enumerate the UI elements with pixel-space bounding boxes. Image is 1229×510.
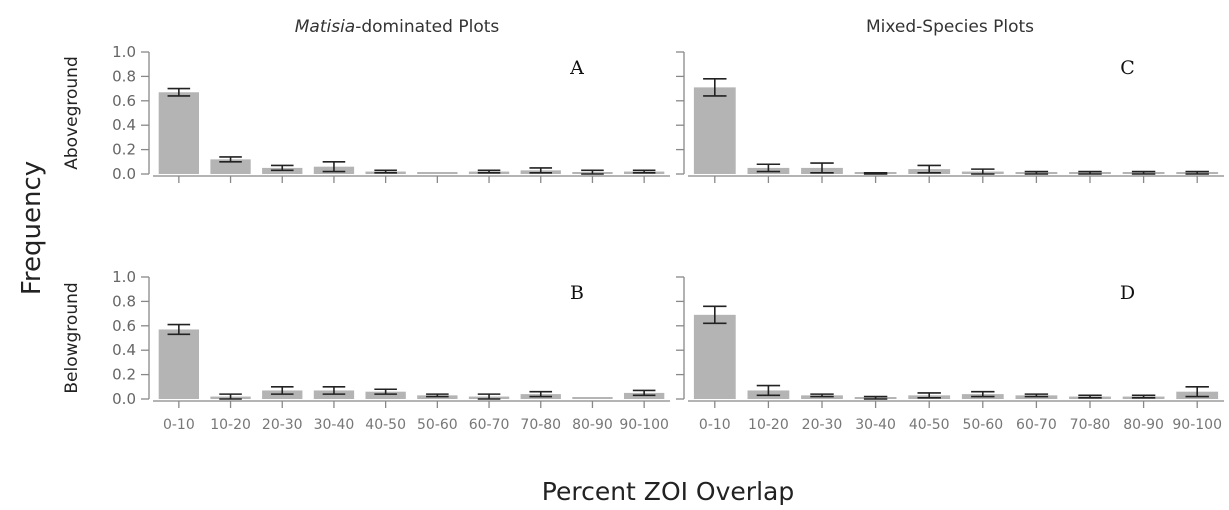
column-titles: Matisia-dominated Plots Mixed-Species Pl… <box>295 17 1034 37</box>
x-category-label: 10-20 <box>210 417 251 433</box>
panel-B: 0.0 0.2 0.4 0.6 0.8 1.0 0-10 10-20 20-30 30-40 40-… <box>112 268 670 433</box>
y-tick-label: 0.4 <box>112 116 136 134</box>
x-category-label: 40-50 <box>365 417 406 433</box>
x-category-label: 20-30 <box>262 417 303 433</box>
column-title-right: Mixed-Species Plots <box>866 17 1034 37</box>
x-category-label: 70-80 <box>520 417 561 433</box>
y-axis-title: Frequency <box>17 161 47 295</box>
panel-D: 0-10 10-20 20-30 30-40 40-50 50-60 60-70 70-80 8… <box>676 276 1224 433</box>
x-category-label: 70-80 <box>1070 417 1111 433</box>
x-category-label: 50-60 <box>962 417 1003 433</box>
column-title-left-italic: Matisia <box>295 17 355 37</box>
y-tick-label: 0.2 <box>112 141 136 159</box>
panel-C: C <box>676 51 1224 183</box>
y-tick-label: 0.0 <box>112 390 136 408</box>
bar-B-0-10 <box>158 329 200 399</box>
x-category-label: 0-10 <box>699 417 731 433</box>
bar-A-50-60 <box>417 172 458 174</box>
row-label-belowground: Belowground <box>62 282 82 393</box>
y-tick-label: 1.0 <box>112 268 136 286</box>
panel-letter-B: B <box>570 282 584 304</box>
x-category-label: 20-30 <box>802 417 843 433</box>
x-category-label: 40-50 <box>909 417 950 433</box>
x-category-label: 60-70 <box>1016 417 1057 433</box>
y-tick-label: 0.2 <box>112 366 136 384</box>
x-category-label: 60-70 <box>469 417 510 433</box>
y-tick-label: 0.0 <box>112 165 136 183</box>
x-category-label: 90-100 <box>619 417 669 433</box>
bar-C-0-10 <box>693 87 736 174</box>
x-category-label: 50-60 <box>417 417 458 433</box>
y-tick-label: 0.8 <box>112 67 136 85</box>
x-category-label: 30-40 <box>314 417 355 433</box>
x-category-label: 30-40 <box>855 417 896 433</box>
x-category-label: 10-20 <box>748 417 789 433</box>
bar-A-10-20 <box>210 159 251 174</box>
x-category-label: 80-90 <box>572 417 613 433</box>
y-tick-label: 0.6 <box>112 92 136 110</box>
panel-letter-D: D <box>1120 282 1135 304</box>
column-title-left: Matisia-dominated Plots <box>295 17 500 37</box>
y-tick-label: 1.0 <box>112 43 136 61</box>
chart-panels: 0.0 0.2 0.4 0.6 0.8 1.0 A C 0.0 0.2 0.4 0.6 0.8 1.0 0-… <box>112 43 1224 433</box>
y-tick-label: 0.6 <box>112 317 136 335</box>
bar-B-80-90 <box>572 397 613 399</box>
column-title-left-rest: -dominated Plots <box>355 17 499 37</box>
bar-A-0-10 <box>158 92 200 174</box>
panel-A: 0.0 0.2 0.4 0.6 0.8 1.0 A <box>112 43 670 183</box>
panel-letter-C: C <box>1120 57 1135 79</box>
x-axis-title: Percent ZOI Overlap <box>542 477 794 506</box>
column-title-right-rest: Mixed-Species Plots <box>866 17 1034 37</box>
y-tick-label: 0.8 <box>112 292 136 310</box>
bar-D-0-10 <box>693 314 736 399</box>
x-category-label: 0-10 <box>163 417 195 433</box>
y-tick-label: 0.4 <box>112 341 136 359</box>
row-label-aboveground: Aboveground <box>62 56 82 170</box>
x-category-label: 80-90 <box>1123 417 1164 433</box>
panel-letter-A: A <box>569 57 584 79</box>
bar-B-40-50 <box>365 391 406 399</box>
x-category-label: 90-100 <box>1172 417 1222 433</box>
